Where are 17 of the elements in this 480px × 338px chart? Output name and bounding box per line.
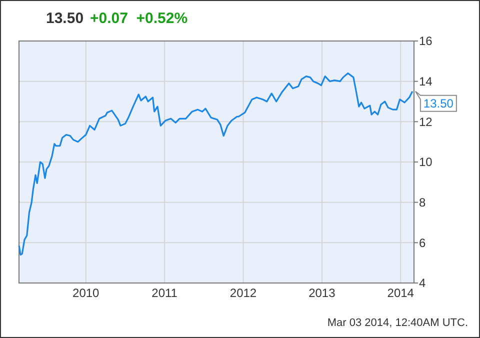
- x-tick-label: 2012: [230, 286, 257, 300]
- x-tick-label: 2010: [72, 286, 100, 300]
- annotation: 13.50: [423, 96, 454, 111]
- chart-title: 13.50: [46, 10, 84, 27]
- chart-subtitle: +0.07 +0.52%: [90, 10, 188, 27]
- x-tick-label: 2013: [308, 286, 336, 300]
- y-tick-label: 12: [419, 114, 433, 129]
- y-tick-label: 6: [419, 236, 426, 250]
- y-tick-label: 10: [419, 155, 433, 170]
- y-tick-label: 16: [419, 34, 433, 48]
- x-tick-label: 2014: [387, 286, 414, 300]
- y-tick-label: 4: [419, 276, 426, 290]
- y-tick-label: 8: [419, 196, 426, 210]
- x-tick-label: 2011: [152, 286, 178, 300]
- line-series: [18, 72, 414, 256]
- text: Mar 03 2014, 12:40AM UTC.: [327, 317, 468, 329]
- y-tick-label: 14: [419, 74, 433, 89]
